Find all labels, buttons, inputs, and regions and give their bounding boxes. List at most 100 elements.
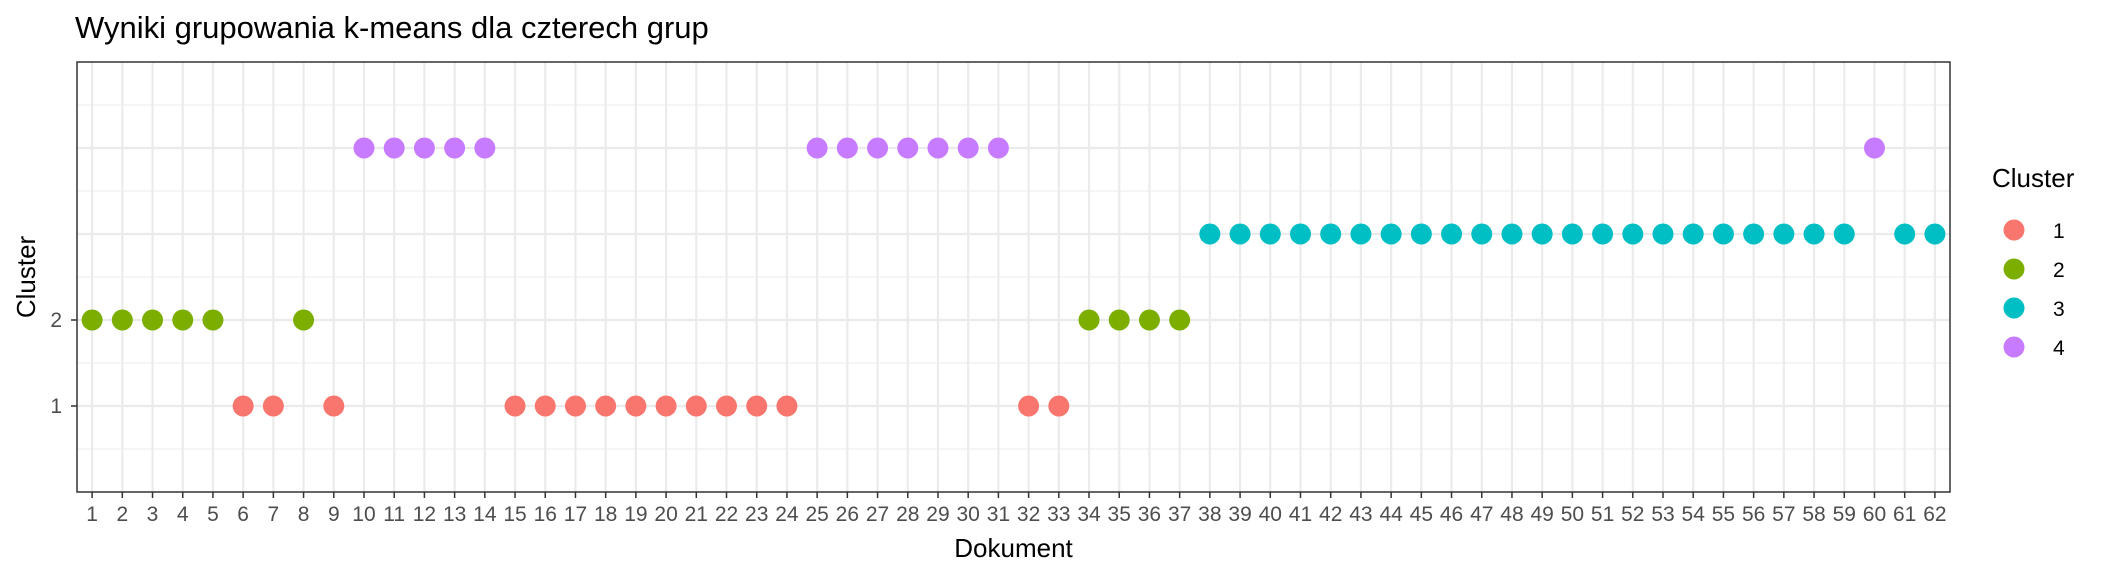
data-point <box>232 395 254 417</box>
x-tick-label: 32 <box>1017 503 1040 526</box>
legend-key <box>2003 258 2025 280</box>
x-axis: 1 2 3 4 5 6 7 8 9 10 11 12 13 14 15 16 17 18 19 20 21 22 23 24 2… <box>86 492 1947 526</box>
data-point <box>595 395 617 417</box>
x-tick-label: 53 <box>1651 503 1674 526</box>
x-tick-label: 36 <box>1138 503 1161 526</box>
data-point <box>655 395 677 417</box>
x-tick-label: 12 <box>413 503 436 526</box>
data-point <box>172 309 194 331</box>
x-tick-label: 3 <box>147 503 159 526</box>
data-point <box>262 395 284 417</box>
data-point <box>504 395 526 417</box>
legend-key <box>2003 336 2025 358</box>
x-tick-label: 20 <box>654 503 677 526</box>
x-tick-label: 57 <box>1772 503 1795 526</box>
data-point <box>111 309 133 331</box>
x-tick-label: 35 <box>1108 503 1131 526</box>
data-point <box>1410 223 1432 245</box>
chart-title: Wyniki grupowania k-means dla czterech g… <box>75 10 709 45</box>
data-point <box>1773 223 1795 245</box>
data-point <box>564 395 586 417</box>
x-tick-label: 38 <box>1198 503 1221 526</box>
data-point <box>1592 223 1614 245</box>
data-point <box>1803 223 1825 245</box>
x-tick-label: 49 <box>1530 503 1553 526</box>
x-tick-label: 62 <box>1923 503 1946 526</box>
legend-label: 4 <box>2053 337 2065 360</box>
x-tick-label: 48 <box>1500 503 1523 526</box>
x-tick-label: 14 <box>473 503 497 526</box>
data-point <box>1350 223 1372 245</box>
data-point <box>293 309 315 331</box>
data-point <box>1743 223 1765 245</box>
x-tick-label: 2 <box>116 503 128 526</box>
x-tick-label: 34 <box>1077 503 1101 526</box>
x-tick-label: 42 <box>1319 503 1342 526</box>
data-point <box>444 137 466 159</box>
data-point <box>1924 223 1946 245</box>
data-point <box>1169 309 1191 331</box>
x-tick-label: 19 <box>624 503 647 526</box>
data-point <box>413 137 435 159</box>
x-tick-label: 46 <box>1440 503 1463 526</box>
x-tick-label: 6 <box>237 503 249 526</box>
x-tick-label: 41 <box>1289 503 1312 526</box>
data-point <box>1289 223 1311 245</box>
data-point <box>746 395 768 417</box>
data-point <box>1229 223 1251 245</box>
data-point <box>202 309 224 331</box>
data-point <box>987 137 1009 159</box>
data-point <box>1320 223 1342 245</box>
data-point <box>323 395 345 417</box>
x-tick-label: 61 <box>1893 503 1916 526</box>
x-tick-label: 13 <box>443 503 466 526</box>
data-point <box>1138 309 1160 331</box>
legend: Cluster 1 2 3 4 <box>1992 163 2075 360</box>
x-tick-label: 60 <box>1863 503 1886 526</box>
data-point <box>534 395 556 417</box>
x-tick-label: 58 <box>1802 503 1825 526</box>
x-tick-label: 37 <box>1168 503 1191 526</box>
data-point <box>1863 137 1885 159</box>
data-point <box>625 395 647 417</box>
x-tick-label: 22 <box>715 503 738 526</box>
x-tick-label: 21 <box>685 503 708 526</box>
data-point <box>897 137 919 159</box>
x-tick-label: 28 <box>896 503 919 526</box>
data-point <box>474 137 496 159</box>
x-tick-label: 5 <box>207 503 219 526</box>
data-point <box>1380 223 1402 245</box>
x-tick-label: 16 <box>534 503 557 526</box>
x-axis-title: Dokument <box>954 533 1073 563</box>
x-tick-label: 7 <box>268 503 280 526</box>
data-point <box>685 395 707 417</box>
data-point <box>1622 223 1644 245</box>
x-tick-label: 30 <box>957 503 980 526</box>
data-point <box>142 309 164 331</box>
x-tick-label: 31 <box>987 503 1010 526</box>
data-point <box>81 309 103 331</box>
x-tick-label: 56 <box>1742 503 1765 526</box>
x-tick-label: 43 <box>1349 503 1372 526</box>
data-point <box>836 137 858 159</box>
legend-title: Cluster <box>1992 163 2075 193</box>
y-tick-label: 2 <box>50 309 62 332</box>
legend-key <box>2003 219 2025 241</box>
data-point <box>1833 223 1855 245</box>
x-tick-label: 17 <box>564 503 587 526</box>
x-tick-label: 23 <box>745 503 768 526</box>
data-point <box>957 137 979 159</box>
x-tick-label: 11 <box>383 503 405 526</box>
y-axis: 12 <box>50 309 77 418</box>
x-tick-label: 25 <box>805 503 828 526</box>
data-point <box>867 137 889 159</box>
x-tick-label: 10 <box>352 503 375 526</box>
data-point <box>1894 223 1916 245</box>
x-tick-label: 18 <box>594 503 617 526</box>
x-tick-label: 54 <box>1682 503 1706 526</box>
x-tick-label: 4 <box>177 503 189 526</box>
data-point <box>1531 223 1553 245</box>
data-point <box>1108 309 1130 331</box>
data-point <box>1712 223 1734 245</box>
data-point <box>1501 223 1523 245</box>
